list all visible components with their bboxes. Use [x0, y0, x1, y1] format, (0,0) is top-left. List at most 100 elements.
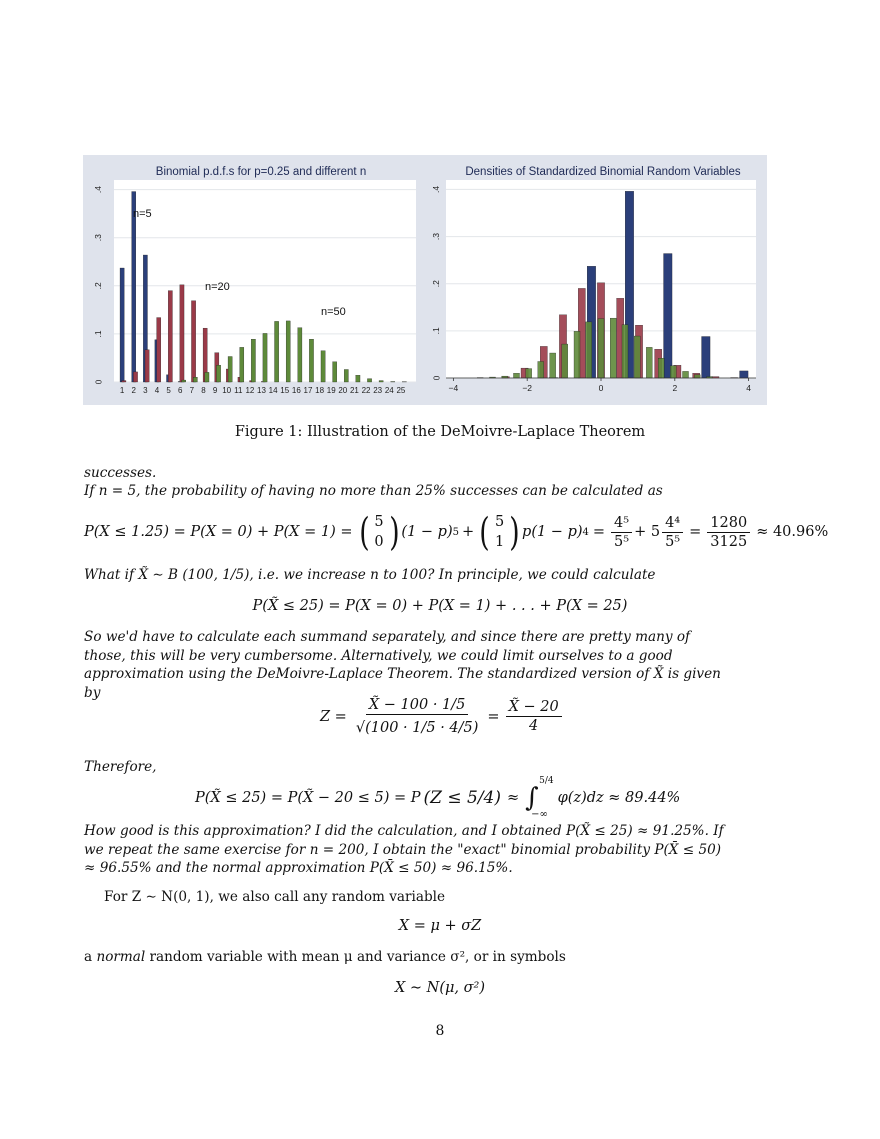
right-bar-n=50	[670, 365, 677, 379]
left-y-tick-label: .3	[93, 234, 103, 241]
para-cumbersome: So we'd have to calculate each summand s…	[84, 629, 721, 701]
right-x-tick-label: 0	[599, 383, 604, 393]
eq4-integral-group: 5/4 ∫ −∞	[525, 776, 553, 820]
eq4-upper: 5/4	[539, 776, 554, 786]
left-x-tick-label: 15	[280, 386, 289, 395]
figure-panel: Binomial p.d.f.s for p=0.25 and differen…	[83, 155, 767, 405]
left-bar-n=20	[179, 284, 185, 383]
annotation-n5: n=5	[133, 208, 152, 220]
left-x-tick-label: 2	[132, 386, 137, 395]
right-bar-n=50	[658, 358, 665, 379]
right-x-tick-label: −2	[522, 383, 532, 393]
left-x-tick-label: 12	[245, 386, 254, 395]
left-x-tick-label: 20	[338, 386, 347, 395]
left-bar-n=50	[251, 339, 256, 383]
right-bar-n=50	[621, 324, 629, 379]
left-bar-n=50	[274, 321, 279, 383]
left-x-tick-label: 16	[292, 386, 301, 395]
eq1-lhs: P(X ≤ 1.25) = P(X = 0) + P(X = 1) =	[84, 524, 353, 540]
eq1-frac-2: 4⁴ 5⁵	[662, 514, 684, 551]
left-x-tick-label: 14	[269, 386, 278, 395]
eq4-lower: −∞	[531, 809, 548, 820]
right-y-tick-label: .3	[431, 233, 441, 240]
left-x-tick-label: 11	[234, 386, 243, 395]
left-x-tick-label: 22	[362, 386, 371, 395]
left-bar-n=50	[193, 377, 198, 383]
left-bar-n=20	[168, 290, 173, 383]
left-x-tick-label: 19	[327, 386, 336, 395]
left-x-tick-label: 7	[190, 386, 195, 395]
right-y-tick-label: 0	[431, 375, 441, 380]
left-bar-n=50	[227, 356, 233, 383]
left-x-tick-label: 6	[178, 386, 183, 395]
eq1-binom2-bot: 1	[494, 534, 505, 550]
page-number: 8	[435, 1023, 445, 1039]
eq3-lhs: Z =	[320, 708, 347, 725]
eq3-frac-1: X̃ − 100 · 1/5 √(100 · 1/5 · 4/5)	[355, 697, 479, 736]
line-therefore: Therefore,	[84, 759, 157, 775]
left-x-tick-label: 18	[315, 386, 324, 395]
equation-6: X ∼ N(μ, σ²)	[394, 980, 486, 996]
right-bar-n=50	[610, 317, 617, 379]
eq4-integrand: φ(z)dz ≈ 89.44%	[557, 790, 681, 806]
left-bar-n=50	[378, 380, 384, 383]
right-bar-n=50	[525, 368, 532, 379]
eq1-binom1-top: 5	[374, 514, 384, 530]
left-x-tick-label: 23	[373, 386, 382, 395]
left-x-tick-label: 4	[155, 386, 160, 395]
equation-5: X = μ + σZ	[398, 918, 482, 934]
right-bar-n=50	[513, 373, 520, 379]
eq1-term1-exp: 5	[452, 526, 459, 538]
para-normal-rest: random variable with mean μ and variance…	[149, 949, 566, 965]
eq4-lhs: P(X̃ ≤ 25) = P(X̃ − 20 ≤ 5) = P	[195, 790, 421, 806]
line-successes: successes.	[84, 465, 157, 481]
eq1-plus: +	[461, 524, 475, 540]
right-bar-n=5	[663, 253, 673, 379]
left-bar-n=20	[121, 380, 127, 383]
right-chart-title: Densities of Standardized Binomial Rando…	[465, 166, 741, 178]
left-x-tick-label: 17	[304, 386, 313, 395]
right-bar-n=50	[646, 347, 653, 379]
left-x-tick-label: 21	[350, 386, 359, 395]
para-normal-a: a	[84, 949, 93, 965]
para-how-good: How good is this approximation? I did th…	[84, 823, 724, 876]
left-bar-n=50	[332, 361, 337, 383]
eq1-frac-3: 1280 3125	[707, 514, 751, 551]
left-bar-n=50	[320, 350, 326, 383]
right-bar-n=50	[634, 335, 641, 379]
left-bar-n=20	[191, 300, 196, 383]
left-bar-n=50	[297, 327, 303, 383]
annotation-n50: n=50	[321, 306, 346, 318]
para-normal: a normal random variable with mean μ and…	[84, 948, 736, 966]
left-y-tick-label: .2	[93, 282, 103, 289]
left-bar-n=50	[309, 339, 314, 383]
left-bar-n=50	[181, 379, 186, 383]
left-x-tick-label: 9	[213, 386, 218, 395]
line-if-n5: If n = 5, the probability of having no m…	[84, 483, 663, 499]
eq4-integral: ∫	[525, 783, 539, 813]
left-bar-n=50	[216, 365, 221, 383]
eq3-frac-2: X̃ − 20 4	[505, 698, 562, 735]
left-bar-n=20	[156, 317, 161, 383]
right-y-tick-label: .4	[431, 186, 441, 193]
left-bar-n=50	[344, 369, 349, 383]
right-bar-n=5	[701, 336, 711, 379]
left-bar-n=50	[355, 375, 361, 383]
left-bar-n=50	[285, 320, 291, 383]
left-x-tick-label: 25	[396, 386, 405, 395]
left-chart-title: Binomial p.d.f.s for p=0.25 and differen…	[156, 166, 366, 178]
line-what-if: What if X̃ ∼ B (100, 1/5), i.e. we incre…	[84, 567, 656, 583]
right-bar-n=50	[549, 352, 556, 379]
right-bar-n=50	[573, 331, 581, 379]
left-bar-n=50	[239, 347, 245, 383]
left-bar-n=50	[367, 378, 372, 383]
para-normal-word: normal	[96, 949, 146, 965]
equation-3: Z = X̃ − 100 · 1/5 √(100 · 1/5 · 4/5) = X…	[320, 696, 564, 737]
eq1-term1: (1 − p)	[401, 524, 453, 540]
left-bar-n=20	[144, 349, 150, 383]
left-x-tick-label: 8	[201, 386, 206, 395]
equation-4: P(X̃ ≤ 25) = P(X̃ − 20 ≤ 5) = P (Z ≤ 5/4…	[195, 776, 680, 820]
